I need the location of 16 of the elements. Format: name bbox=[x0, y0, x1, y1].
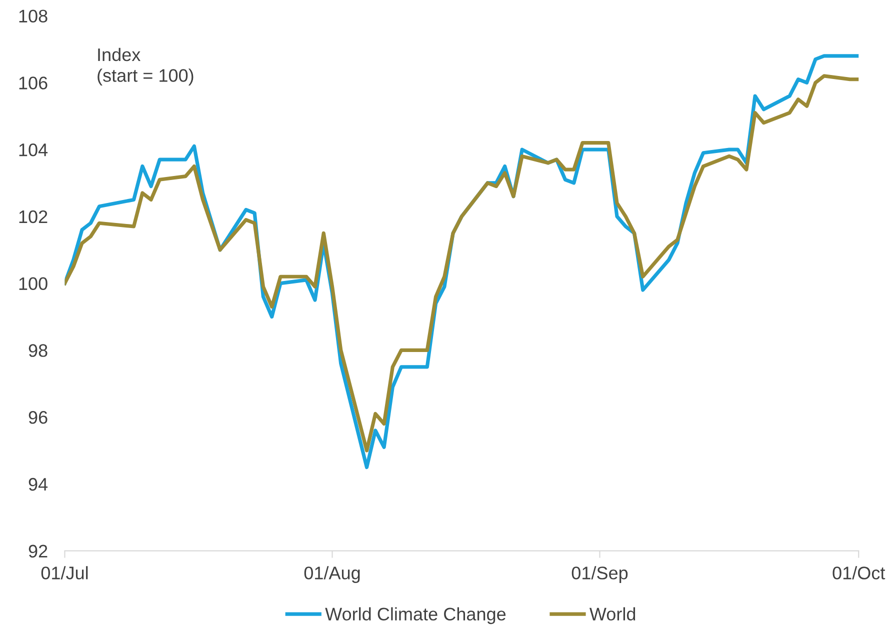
y-tick-label: 104 bbox=[19, 143, 48, 156]
y-tick-label: 100 bbox=[19, 277, 48, 290]
y-tick-label: 108 bbox=[19, 10, 48, 22]
x-tick-label: 01/Sep bbox=[572, 566, 628, 583]
legend-label: World Climate Change bbox=[325, 607, 506, 624]
y-tick-label: 96 bbox=[28, 411, 48, 424]
x-tick-label: 01/Aug bbox=[304, 566, 360, 583]
y-tick-label: 92 bbox=[28, 544, 48, 558]
y-tick-label: 94 bbox=[28, 478, 48, 491]
y-tick-label: 98 bbox=[28, 344, 48, 357]
x-tick-label: 01/Jul bbox=[41, 566, 88, 580]
x-tick-label: 01/Oct bbox=[832, 566, 886, 580]
y-axis-title: Index (start = 100) bbox=[98, 48, 194, 86]
y-tick-label: 102 bbox=[19, 210, 48, 224]
legend-label: World bbox=[589, 607, 636, 621]
y-tick-label: 106 bbox=[19, 76, 48, 90]
